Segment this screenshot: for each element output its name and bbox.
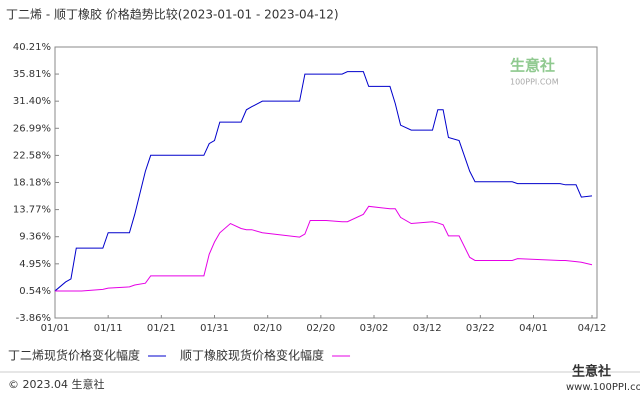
y-tick-label: 35.81%	[13, 69, 51, 80]
y-tick-label: 4.95%	[19, 259, 51, 270]
chart-title: 丁二烯 - 顺丁橡胶 价格趋势比较(2023-01-01 - 2023-04-1…	[6, 7, 339, 22]
x-tick-label: 04/01	[519, 323, 548, 334]
x-tick-label: 04/12	[578, 323, 607, 334]
x-tick-label: 01/11	[94, 323, 123, 334]
legend-label: 顺丁橡胶现货价格变化幅度	[180, 348, 324, 363]
y-tick-label: -3.86%	[16, 313, 51, 324]
y-tick-label: 13.77%	[13, 205, 51, 216]
series-line	[55, 205, 593, 292]
x-tick-label: 01/31	[200, 323, 229, 334]
legend-label: 丁二烯现货价格变化幅度	[8, 348, 140, 363]
footer-left: © 2023.04 生意社	[8, 377, 104, 391]
x-tick-label: 01/01	[41, 323, 70, 334]
y-tick-label: 26.99%	[13, 123, 51, 134]
y-tick-label: 9.36%	[19, 232, 51, 243]
watermark-site: 100PPI.COM	[510, 78, 559, 87]
x-tick-label: 02/20	[306, 323, 335, 334]
x-tick-label: 03/12	[413, 323, 442, 334]
watermark-name: 生意社	[510, 57, 555, 75]
x-tick-label: 03/02	[360, 323, 389, 334]
footer-brand: 生意社	[572, 364, 611, 380]
x-tick-label: 02/10	[253, 323, 282, 334]
y-tick-label: 22.58%	[13, 150, 51, 161]
x-tick-label: 01/21	[147, 323, 176, 334]
x-tick-label: 03/22	[466, 323, 495, 334]
footer-site: www.100PPI.com	[566, 382, 640, 393]
y-tick-label: 18.18%	[13, 177, 51, 188]
series-line	[54, 71, 593, 292]
y-tick-label: 0.54%	[19, 286, 51, 297]
y-tick-label: 31.40%	[13, 96, 51, 107]
y-tick-label: 40.21%	[13, 42, 51, 53]
